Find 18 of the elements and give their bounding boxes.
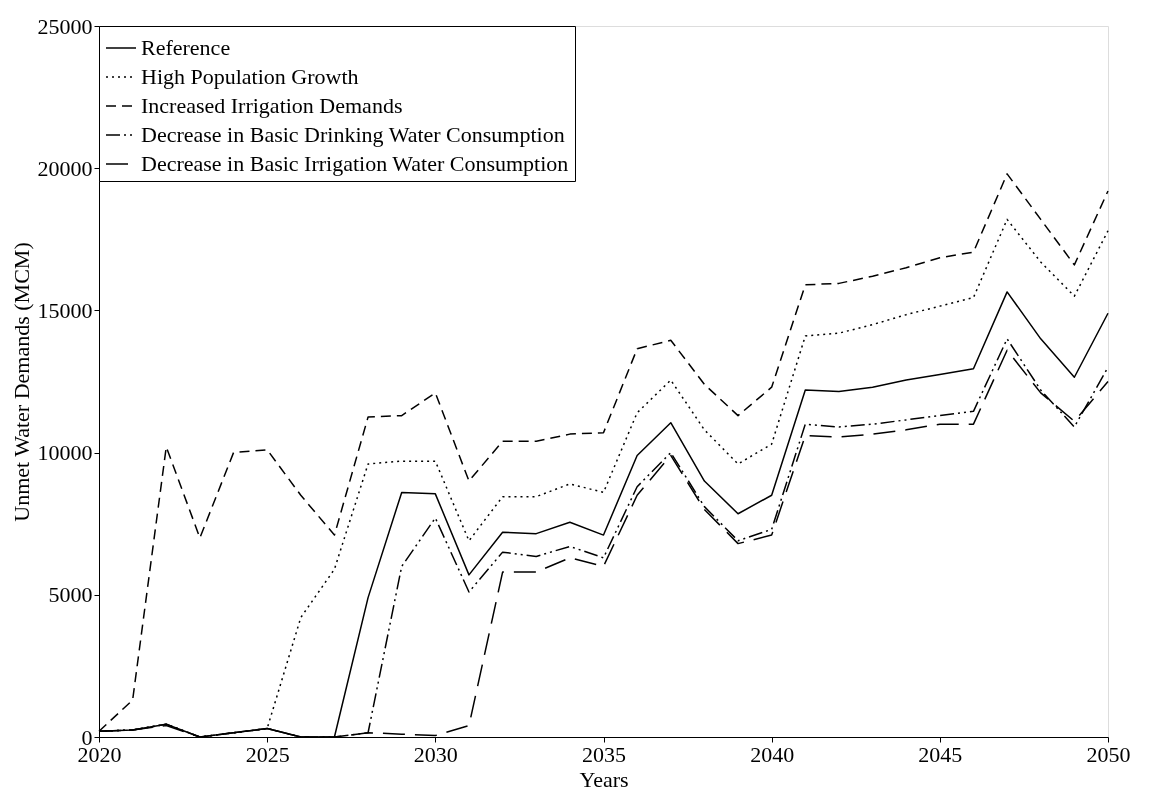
x-axis-title: Years — [579, 766, 629, 792]
x-tick-label: 2050 — [1086, 741, 1131, 767]
x-tick-label: 2025 — [245, 741, 290, 767]
y-tick-label: 5000 — [48, 582, 93, 608]
legend-label: Decrease in Basic Irrigation Water Consumption — [141, 151, 569, 176]
y-tick-label: 20000 — [37, 155, 93, 181]
x-tick-label: 2040 — [750, 741, 795, 767]
x-tick-label: 2045 — [918, 741, 963, 767]
y-tick-label: 15000 — [37, 297, 93, 323]
legend-label: High Population Growth — [141, 64, 359, 89]
y-axis-title: Unmet Water Demands (MCM) — [8, 242, 34, 522]
legend-label: Reference — [141, 35, 231, 60]
legend-label: Increased Irrigation Demands — [141, 93, 403, 118]
y-tick-label: 10000 — [37, 440, 93, 466]
x-tick-label: 2030 — [413, 741, 458, 767]
x-tick-label: 2035 — [582, 741, 626, 767]
legend-label: Decrease in Basic Drinking Water Consumption — [141, 122, 565, 147]
y-tick-label: 25000 — [37, 13, 93, 39]
